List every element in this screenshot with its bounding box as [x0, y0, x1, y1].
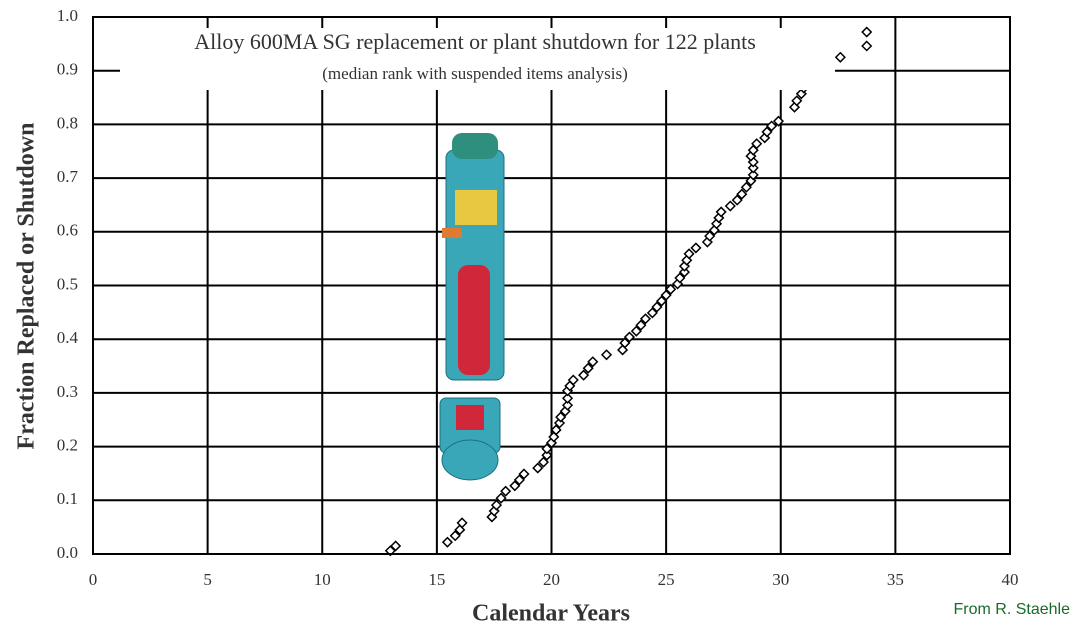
marker [704, 230, 716, 242]
y-tick-label: 0.4 [57, 328, 79, 347]
x-tick-label: 5 [203, 570, 212, 589]
marker [715, 206, 727, 218]
marker [390, 540, 402, 552]
marker [665, 283, 677, 295]
marker [561, 392, 574, 404]
marker [731, 194, 743, 206]
x-tick-label: 30 [772, 570, 789, 589]
marker [537, 456, 550, 468]
marker [674, 272, 686, 284]
marker [639, 313, 652, 325]
marker [600, 349, 613, 361]
marker [456, 517, 468, 529]
marker [660, 289, 672, 301]
marker [500, 485, 512, 497]
x-tick-label: 0 [89, 570, 98, 589]
marker [655, 295, 668, 307]
marker [567, 374, 579, 386]
marker [541, 449, 553, 461]
marker [678, 266, 691, 278]
title-box [120, 28, 835, 90]
marker [635, 319, 647, 331]
marker [651, 301, 663, 313]
marker [582, 362, 594, 374]
x-tick-label: 15 [428, 570, 445, 589]
y-tick-label: 0.2 [57, 436, 78, 455]
x-tick-label: 25 [658, 570, 675, 589]
y-tick-label: 0.6 [57, 221, 78, 240]
marker [441, 536, 453, 548]
marker [619, 337, 631, 349]
marker [553, 417, 566, 429]
grid [92, 16, 1011, 555]
x-tick-label: 35 [887, 570, 904, 589]
marker [690, 242, 702, 254]
y-axis-label: Fraction Replaced or Shutdown [14, 123, 40, 450]
marker [724, 200, 736, 212]
marker [449, 530, 461, 542]
chart-title: Alloy 600MA SG replacement or plant shut… [194, 29, 756, 54]
marker [747, 162, 759, 174]
marker [617, 344, 629, 356]
illustration [439, 133, 505, 481]
y-tick-label: 0.8 [57, 113, 78, 132]
marker [550, 424, 562, 436]
marker [495, 492, 507, 504]
y-tick-label: 0.0 [57, 543, 78, 562]
x-axis-label: Calendar Years [472, 601, 630, 627]
y-tick-label: 0.5 [57, 274, 78, 293]
marker [861, 26, 873, 38]
x-tick-label: 10 [314, 570, 331, 589]
marker [708, 224, 720, 236]
marker [861, 40, 873, 52]
source-note: From R. Staehle [954, 601, 1071, 618]
marker [561, 399, 574, 411]
x-tick-label: 40 [1002, 570, 1019, 589]
marker [587, 356, 599, 368]
marker [761, 126, 773, 138]
y-tick-label: 0.7 [57, 167, 79, 186]
marker [555, 411, 567, 423]
marker [681, 254, 693, 266]
marker [772, 115, 785, 127]
plot-frame [92, 16, 1011, 555]
marker [683, 248, 695, 260]
marker [630, 325, 642, 337]
marker [578, 369, 590, 381]
marker [736, 188, 748, 200]
marker [834, 51, 846, 63]
y-tick-label: 0.1 [57, 489, 78, 508]
marker [747, 169, 759, 181]
marker [740, 181, 752, 193]
marker [490, 499, 503, 511]
markers [384, 26, 873, 557]
marker [532, 462, 544, 474]
x-tick-label: 20 [543, 570, 560, 589]
y-tick-label: 0.9 [57, 60, 78, 79]
y-tick-label: 0.3 [57, 382, 78, 401]
marker [623, 331, 636, 343]
marker [509, 480, 521, 492]
marker [513, 474, 525, 486]
marker [518, 468, 530, 480]
chart-subtitle: (median rank with suspended items analys… [322, 64, 627, 83]
y-tick-label: 1.0 [57, 6, 78, 25]
marker [766, 120, 778, 132]
marker [541, 443, 553, 455]
marker [751, 138, 763, 150]
marker [646, 307, 658, 319]
marker [791, 95, 803, 107]
